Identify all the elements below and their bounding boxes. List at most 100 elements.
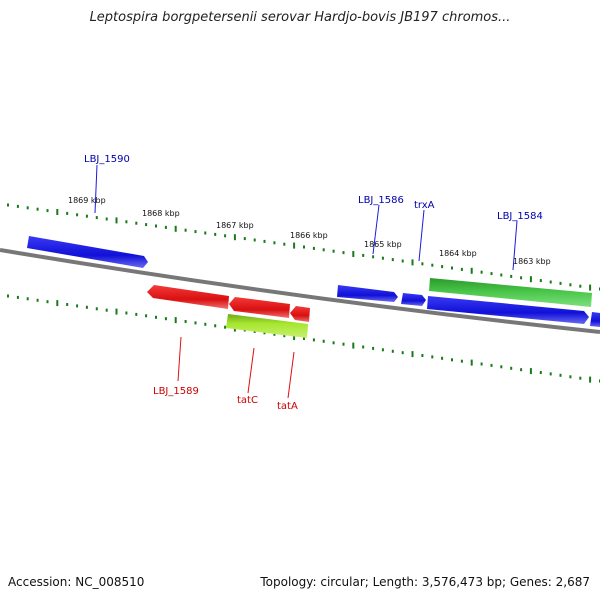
gene-lbj-1584-arrow[interactable]: [427, 296, 589, 324]
forward-scale-tick: [381, 256, 384, 260]
reverse-scale-tick: [95, 307, 98, 311]
leader-lbj-1590: [94, 164, 98, 214]
forward-scale-tick: [579, 284, 582, 288]
leader-lbj-1586: [372, 204, 380, 255]
reverse-scale-tick: [529, 368, 532, 375]
forward-scale-tick: [95, 216, 98, 220]
forward-gene-labels: [94, 164, 518, 271]
gene-label-lbj-1590[interactable]: LBJ_1590: [84, 154, 130, 165]
reverse-scale-tick: [204, 322, 207, 326]
reverse-scale-tick: [559, 373, 562, 377]
reverse-scale-tick: [520, 368, 523, 372]
reverse-scale-tick: [431, 355, 434, 359]
forward-scale-tick: [224, 234, 227, 238]
reverse-scale-tick: [263, 331, 266, 335]
forward-scale-tick: [135, 221, 138, 225]
forward-scale-tick: [145, 223, 148, 227]
reverse-scale-tick: [115, 308, 118, 315]
gene-next-arrow[interactable]: [590, 312, 600, 327]
reverse-scale-tick: [164, 317, 167, 321]
forward-scale-tick: [372, 255, 375, 259]
kbp-labels: 1869 kbp 1868 kbp 1867 kbp 1866 kbp 1865…: [68, 196, 551, 266]
reverse-scale-tick: [46, 300, 49, 304]
gene-lbj-1590-arrow[interactable]: [27, 236, 148, 268]
forward-scale-tick: [46, 209, 49, 213]
gene-trxa-arrow[interactable]: [401, 293, 426, 306]
kbp-label-1867: 1867 kbp: [216, 221, 254, 230]
reverse-scale-tick: [303, 337, 305, 340]
reverse-scale-tick: [16, 295, 19, 299]
reverse-scale-tick: [391, 349, 394, 353]
reverse-scale-tick: [470, 359, 473, 366]
gene-tatc-arrow[interactable]: [229, 297, 290, 318]
reverse-scale-tick: [214, 324, 217, 328]
forward-scale-tick: [283, 242, 286, 246]
forward-scale-tick: [451, 266, 453, 270]
reverse-scale-tick: [56, 300, 59, 307]
kbp-label-1866: 1866 kbp: [290, 231, 328, 240]
reverse-scale-tick: [135, 312, 138, 316]
gene-lbj-1586-arrow[interactable]: [337, 285, 398, 302]
reverse-scale-tick: [26, 297, 29, 301]
forward-scale-tick: [480, 270, 483, 274]
reverse-scale-tick: [224, 325, 227, 329]
gene-lbj-1589-arrow[interactable]: [147, 285, 229, 309]
reverse-scale-tick: [381, 348, 384, 352]
reverse-scale-tick: [451, 358, 453, 362]
forward-scale-tick: [312, 246, 315, 250]
reverse-scale-tick: [539, 371, 542, 374]
gene-label-tatc[interactable]: tatC: [237, 395, 258, 406]
forward-scale-tick: [470, 267, 473, 274]
reverse-scale-tick: [460, 359, 463, 363]
forward-scale-tick: [322, 248, 325, 252]
kbp-label-1868: 1868 kbp: [142, 209, 180, 218]
gene-tata-arrow[interactable]: [290, 306, 310, 322]
forward-scale-tick: [243, 237, 246, 241]
forward-scale-tick: [441, 265, 444, 269]
forward-scale-tick: [155, 224, 157, 228]
forward-scale-tick: [539, 279, 542, 283]
reverse-scale-tick: [352, 342, 355, 349]
reverse-scale-tick: [401, 351, 404, 355]
reverse-scale-tick: [421, 354, 424, 357]
gene-label-tata[interactable]: tatA: [277, 401, 298, 412]
kbp-label-1869: 1869 kbp: [68, 196, 106, 205]
forward-scale-tick: [36, 207, 39, 211]
forward-scale-ticks: [7, 203, 600, 291]
forward-scale-tick: [529, 276, 532, 283]
gene-label-trxa[interactable]: trxA: [414, 200, 435, 211]
reverse-scale-tick: [145, 314, 148, 318]
reverse-scale-tick: [322, 339, 325, 343]
forward-scale-tick: [411, 259, 414, 266]
forward-scale-tick: [16, 204, 19, 208]
forward-scale-tick: [7, 203, 9, 207]
forward-scale-tick: [332, 249, 335, 253]
forward-scale-tick: [204, 231, 207, 235]
gene-label-lbj-1584[interactable]: LBJ_1584: [497, 211, 543, 222]
leader-trxa: [418, 209, 425, 262]
forward-scale-tick: [115, 217, 118, 224]
reverse-scale-tick: [125, 311, 128, 315]
forward-scale-tick: [164, 225, 167, 229]
reverse-scale-tick: [549, 372, 552, 376]
reverse-scale-tick: [155, 315, 157, 319]
forward-scale-tick: [520, 276, 523, 280]
forward-scale-tick: [66, 211, 69, 215]
gene-label-lbj-1589[interactable]: LBJ_1589: [153, 386, 199, 397]
gene-rna-green[interactable]: [429, 278, 592, 307]
chromosome-backbone: [0, 248, 600, 334]
forward-scale-tick: [431, 263, 434, 267]
reverse-scale-tick: [490, 363, 493, 367]
kbp-label-1864: 1864 kbp: [439, 249, 477, 258]
reverse-scale-tick: [174, 317, 177, 324]
forward-scale-tick: [125, 220, 128, 224]
forward-scale-tick: [460, 267, 463, 271]
gene-label-lbj-1586[interactable]: LBJ_1586: [358, 195, 404, 206]
kbp-label-1863: 1863 kbp: [513, 257, 551, 266]
reverse-scale-tick: [332, 341, 335, 345]
reverse-scale-tick: [76, 304, 79, 308]
gene-rna-lime[interactable]: [226, 314, 308, 338]
reverse-scale-tick: [579, 376, 582, 380]
reverse-scale-tick: [362, 345, 365, 349]
leader-tata: [287, 351, 295, 399]
